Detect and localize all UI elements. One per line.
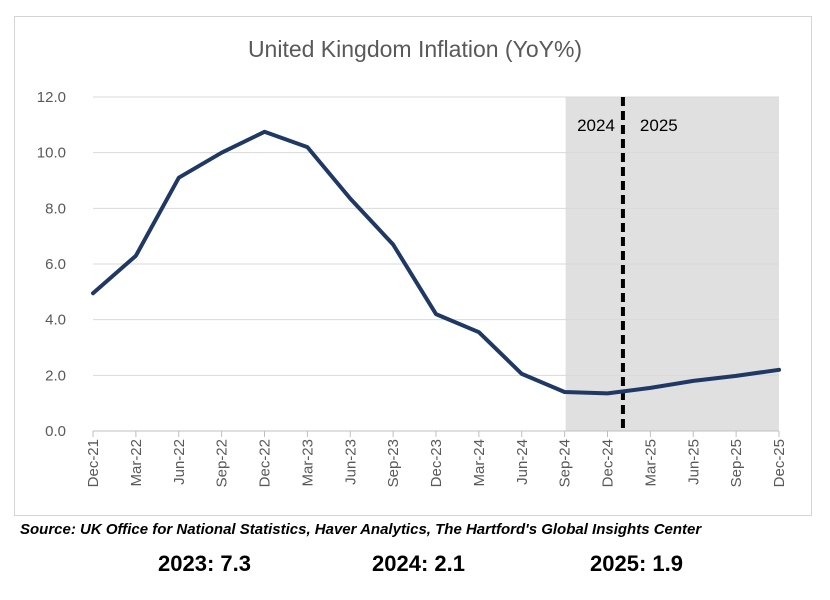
data-point: [607, 392, 608, 394]
x-tick-label: Sep-25: [728, 439, 745, 487]
x-tick-label: Sep-22: [214, 439, 231, 487]
data-point: [264, 131, 265, 133]
annual-average-2024: 2024: 2.1: [372, 551, 465, 576]
divider-label-2024: 2024: [577, 116, 615, 135]
x-axis-tick-labels: Dec-21 Mar-22 Jun-22 Sep-22 Dec-22 Mar-23 Jun-…: [85, 439, 788, 487]
divider-label-2025: 2025: [640, 116, 678, 135]
y-tick-label: 12.0: [37, 89, 66, 106]
data-point: [564, 391, 566, 393]
x-tick-label: Mar-24: [471, 439, 488, 487]
x-tick-label: Dec-24: [600, 439, 617, 487]
data-point: [649, 387, 651, 389]
data-point: [521, 373, 523, 375]
data-point: [478, 331, 480, 333]
x-axis-ticks: [92, 431, 780, 437]
data-point: [392, 244, 394, 246]
gridlines: [93, 96, 779, 432]
y-tick-label: 10.0: [37, 145, 66, 162]
y-tick-label: 2.0: [45, 367, 66, 384]
data-point: [221, 152, 223, 154]
chart-title: United Kingdom Inflation (YoY%): [247, 36, 583, 62]
data-point: [306, 146, 308, 148]
data-point: [349, 198, 351, 200]
x-tick-label: Jun-23: [342, 439, 359, 485]
y-tick-label: 0.0: [45, 423, 66, 440]
y-tick-label: 6.0: [45, 256, 66, 273]
data-point: [135, 255, 137, 257]
x-tick-label: Jun-22: [171, 439, 188, 485]
y-tick-label: 4.0: [45, 312, 66, 329]
x-tick-label: Mar-23: [299, 439, 316, 487]
x-tick-label: Mar-22: [128, 439, 145, 487]
x-tick-label: Dec-21: [85, 439, 102, 487]
x-tick-label: Jun-25: [685, 439, 702, 485]
x-tick-label: Dec-22: [257, 439, 274, 487]
x-tick-label: Dec-25: [771, 439, 788, 487]
data-point: [692, 380, 694, 382]
x-tick-label: Sep-23: [385, 439, 402, 487]
year-divider-layer: 2024 2025: [577, 97, 678, 431]
inflation-line-chart: 0.0 2.0 4.0 6.0 8.0 10.0 12.0 Dec-21 Mar-22 Jun-…: [37, 89, 788, 487]
x-tick-label: Mar-25: [642, 439, 659, 487]
x-tick-label: Dec-23: [428, 439, 445, 487]
data-point: [92, 292, 94, 294]
series-layer: [91, 129, 781, 396]
y-axis-tick-labels: 0.0 2.0 4.0 6.0 8.0 10.0 12.0: [37, 89, 66, 440]
data-point: [178, 177, 180, 179]
source-note: Source: UK Office for National Statistic…: [20, 521, 702, 538]
data-point: [735, 375, 737, 377]
x-tick-label: Sep-24: [557, 439, 574, 487]
annual-average-2023: 2023: 7.3: [158, 551, 251, 576]
y-tick-label: 8.0: [45, 200, 66, 217]
data-point: [778, 369, 780, 371]
x-tick-label: Jun-24: [514, 439, 531, 485]
data-point: [435, 313, 437, 315]
annual-average-2025: 2025: 1.9: [590, 551, 683, 576]
